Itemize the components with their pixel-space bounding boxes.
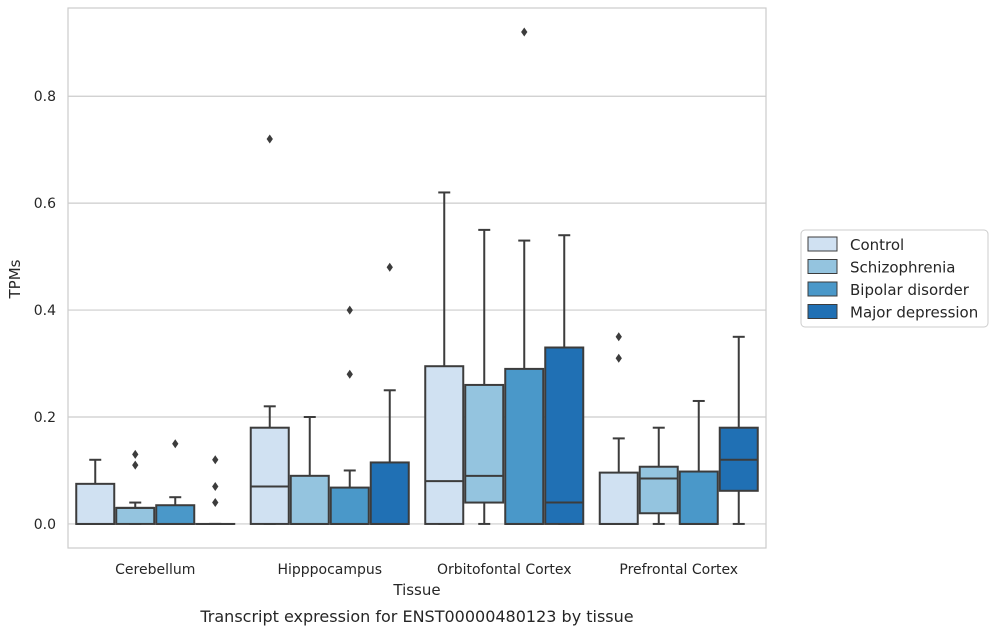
box-control (424, 191, 465, 525)
box-schizophrenia (115, 449, 156, 525)
box-bipolar-disorder (329, 305, 370, 525)
x-axis-label: Tissue (392, 581, 440, 599)
box-body (75, 482, 116, 525)
box-control (249, 134, 290, 525)
box-body (504, 367, 545, 525)
legend-swatch (807, 259, 838, 274)
box-body (369, 461, 410, 525)
outlier-point (212, 455, 219, 465)
grid-lines (68, 95, 766, 525)
box-schizophrenia (289, 416, 330, 525)
y-tick-label: 0.2 (34, 410, 56, 426)
box-major-depression (195, 455, 236, 525)
x-tick-label: Prefrontal Cortex (619, 562, 738, 578)
plot-area-frame (67, 7, 767, 549)
outlier-point (212, 498, 219, 508)
x-tick-label: Cerebellum (115, 562, 195, 578)
x-tick-label: Hipppocampus (277, 562, 382, 578)
box-body (544, 346, 585, 525)
y-axis-ticks: 0.0 0.2 0.4 0.6 0.8 (34, 89, 56, 533)
outlier-point (266, 134, 273, 144)
legend-swatch (807, 281, 838, 297)
box-body (289, 474, 330, 525)
legend-label: Bipolar disorder (850, 281, 970, 299)
outlier-point (386, 262, 393, 272)
y-tick-label: 0.6 (34, 196, 56, 212)
outlier-point (346, 369, 353, 379)
box-body (155, 504, 196, 525)
box-body (678, 470, 719, 525)
legend-swatch (807, 236, 838, 252)
box-bipolar-disorder (155, 439, 196, 525)
box-body (249, 426, 290, 525)
y-tick-label: 0.4 (34, 303, 56, 319)
x-axis-ticks: Cerebellum Hipppocampus Orbitofontal Corte… (115, 562, 738, 578)
outlier-point (615, 332, 622, 342)
y-tick-label: 0.8 (34, 89, 56, 105)
box-major-depression (369, 262, 410, 525)
box-bipolar-disorder (678, 399, 719, 525)
chart-caption: Transcript expression for ENST0000048012… (199, 607, 633, 626)
legend: Control Schizophrenia Bipolar disorder Majo… (800, 229, 989, 328)
box-control (75, 458, 116, 525)
box-body (598, 471, 639, 525)
box-major-depression (718, 335, 759, 525)
outlier-point (346, 305, 353, 315)
outlier-point (615, 353, 622, 363)
box-plot-marks (75, 27, 759, 525)
legend-label: Schizophrenia (850, 259, 955, 277)
box-body (329, 486, 370, 525)
box-body (464, 383, 505, 504)
legend-label: Control (850, 236, 904, 254)
legend-label: Major depression (850, 304, 978, 322)
outlier-point (132, 460, 139, 470)
y-axis-label: TPMs (6, 259, 24, 299)
box-schizophrenia (638, 426, 679, 525)
y-tick-label: 0.0 (34, 517, 56, 533)
x-tick-label: Orbitofontal Cortex (437, 562, 572, 578)
outlier-point (212, 482, 219, 492)
box-major-depression (544, 234, 585, 525)
outlier-point (132, 449, 139, 459)
outlier-point (521, 27, 528, 37)
outlier-point (172, 439, 179, 449)
box-schizophrenia (464, 228, 505, 525)
box-control (598, 332, 639, 525)
legend-frame (800, 229, 989, 328)
box-body (424, 365, 465, 525)
box-body (115, 506, 156, 525)
box-body (638, 465, 679, 515)
legend-swatch (807, 304, 838, 319)
box-bipolar-disorder (504, 27, 545, 525)
